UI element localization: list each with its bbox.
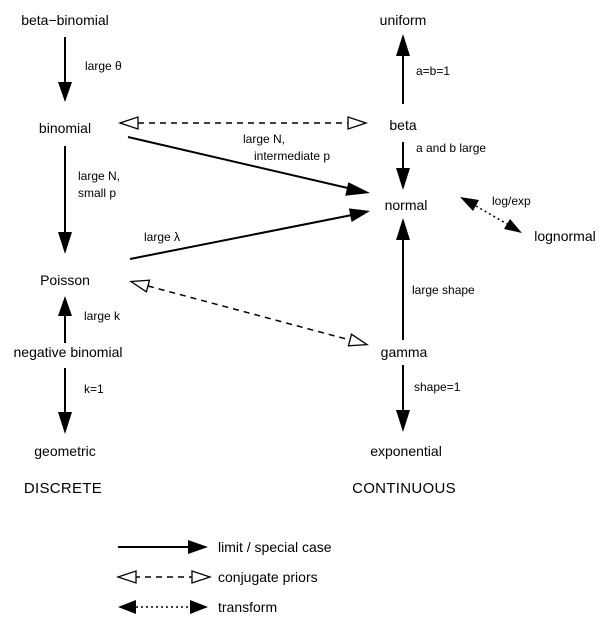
arrowhead (345, 182, 370, 196)
label-large-lambda: large λ (144, 230, 180, 244)
label-large-n-small-p-line2: small p (78, 186, 116, 200)
solid-edges (58, 34, 410, 434)
legend-open-arrowhead-left (115, 570, 137, 584)
label-k1: k=1 (84, 382, 104, 396)
arrowhead (58, 232, 72, 254)
arrowhead (396, 34, 410, 56)
node-beta: beta (389, 117, 416, 133)
node-normal: normal (385, 197, 428, 213)
legend-transform-arrowhead-left (118, 600, 136, 614)
label-ab1: a=b=1 (416, 64, 450, 78)
arrowhead (396, 168, 410, 190)
node-beta-binomial: beta−binomial (21, 12, 109, 28)
node-gamma: gamma (381, 344, 428, 360)
node-poisson: Poisson (40, 272, 90, 288)
arrowhead (396, 218, 410, 240)
legend: limit / special case conjugate priors tr… (115, 539, 332, 615)
conjugate-edges (117, 116, 369, 347)
arrowhead (396, 410, 410, 432)
label-log-exp: log/exp (492, 194, 531, 208)
arrowhead (58, 296, 72, 316)
node-lognormal: lognormal (534, 228, 595, 244)
label-ab-large: a and b large (416, 141, 486, 155)
label-large-shape: large shape (412, 283, 475, 297)
node-binomial: binomial (39, 120, 91, 136)
node-uniform: uniform (380, 12, 427, 28)
node-negative-binomial: negative binomial (14, 344, 123, 360)
arrowhead (58, 412, 72, 434)
label-large-n-small-p-line1: large N, (78, 169, 120, 183)
label-large-n-intermediate-line1: large N, (243, 132, 285, 146)
transform-edges (460, 197, 522, 233)
legend-transform-arrowhead-right (190, 600, 208, 614)
category-discrete: DISCRETE (24, 480, 102, 497)
edge-labels: large θ large N, small p large k k=1 a=b… (78, 59, 531, 396)
label-large-theta: large θ (85, 59, 122, 73)
label-large-n-intermediate-line2: intermediate p (254, 149, 330, 163)
arrowhead (58, 82, 72, 102)
legend-limit-label: limit / special case (218, 539, 332, 555)
legend-transform-label: transform (218, 599, 277, 615)
legend-solid-arrowhead (188, 540, 208, 554)
node-exponential: exponential (370, 443, 442, 459)
category-continuous: CONTINUOUS (352, 480, 456, 497)
legend-conjugate-label: conjugate priors (218, 569, 318, 585)
arrowhead (348, 208, 370, 222)
legend-open-arrowhead-right (191, 570, 213, 584)
label-shape1: shape=1 (414, 380, 461, 394)
node-geometric: geometric (34, 443, 95, 459)
node-labels: beta−binomial binomial Poisson negative … (14, 12, 596, 459)
label-large-k: large k (84, 309, 121, 323)
